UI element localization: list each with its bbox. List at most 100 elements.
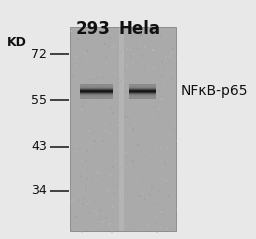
Bar [173,228,175,230]
Bar [140,86,142,88]
Bar [84,160,87,162]
Bar [120,73,122,75]
Bar [126,65,129,67]
Bar [110,228,112,230]
Bar [129,93,156,94]
Bar [108,225,110,227]
Bar [121,166,123,168]
Text: 55: 55 [31,94,47,107]
Bar [139,92,141,93]
Bar [71,70,73,71]
Bar [162,50,164,52]
Bar [155,127,157,129]
Bar [140,222,142,224]
Bar [79,63,81,65]
Bar [129,49,131,51]
Bar [83,197,85,199]
Bar [110,174,112,176]
Bar [160,153,162,155]
Bar [77,148,79,150]
Bar [99,208,101,210]
Bar [104,43,106,45]
Bar [80,58,82,60]
Bar [108,45,110,47]
Bar [86,203,88,205]
Bar [165,164,167,166]
Bar [161,28,163,30]
Bar [149,156,151,158]
Bar [132,62,134,64]
Bar [82,153,84,155]
Bar [84,58,86,60]
Bar [157,178,159,180]
Bar [134,122,136,124]
Bar [165,180,167,182]
Bar [155,217,157,218]
Bar [87,206,89,207]
Bar [161,54,163,56]
Bar [106,190,108,192]
Bar [146,119,148,120]
Bar [137,97,139,99]
Bar [104,209,106,211]
Bar [111,176,113,178]
Bar [119,27,124,231]
Bar [92,180,94,182]
Bar [134,111,136,113]
Bar [175,209,177,211]
Bar [91,89,93,91]
Text: 72: 72 [31,48,47,61]
Bar [155,186,157,188]
Bar [171,77,173,78]
Bar [121,94,123,96]
Bar [86,218,88,220]
Bar [116,185,118,187]
Bar [80,175,82,177]
Bar [118,103,120,104]
Bar [166,147,168,149]
Bar [80,87,113,88]
Bar [110,37,112,39]
Bar [152,90,154,92]
Bar [71,84,73,86]
Bar [79,97,81,99]
Bar [161,75,163,76]
Bar [71,74,73,76]
Bar [164,209,167,211]
Bar [104,34,106,36]
Bar [136,180,138,182]
Bar [163,79,165,81]
Bar [169,122,171,124]
Bar [80,90,113,91]
Bar [158,190,160,192]
Bar [125,117,127,118]
Bar [119,102,121,104]
Bar [114,35,116,37]
Bar [88,79,90,81]
Bar [116,186,118,188]
Bar [132,53,134,55]
Bar [84,124,86,126]
Bar [129,85,156,86]
Bar [113,193,115,195]
Bar [89,212,91,214]
Bar [106,63,108,65]
Bar [153,31,155,32]
Bar [157,87,159,89]
Bar [144,91,146,92]
Bar [80,85,113,86]
Bar [149,32,151,33]
Bar [85,125,87,126]
Bar [141,116,143,118]
Bar [87,185,89,187]
Bar [159,227,162,229]
Bar [117,53,119,54]
Bar [176,170,178,172]
Bar [175,56,177,58]
Bar [158,202,160,204]
Bar [110,46,112,48]
Bar [121,223,123,225]
Bar [112,178,114,179]
Bar [101,163,103,164]
Bar [137,49,139,50]
